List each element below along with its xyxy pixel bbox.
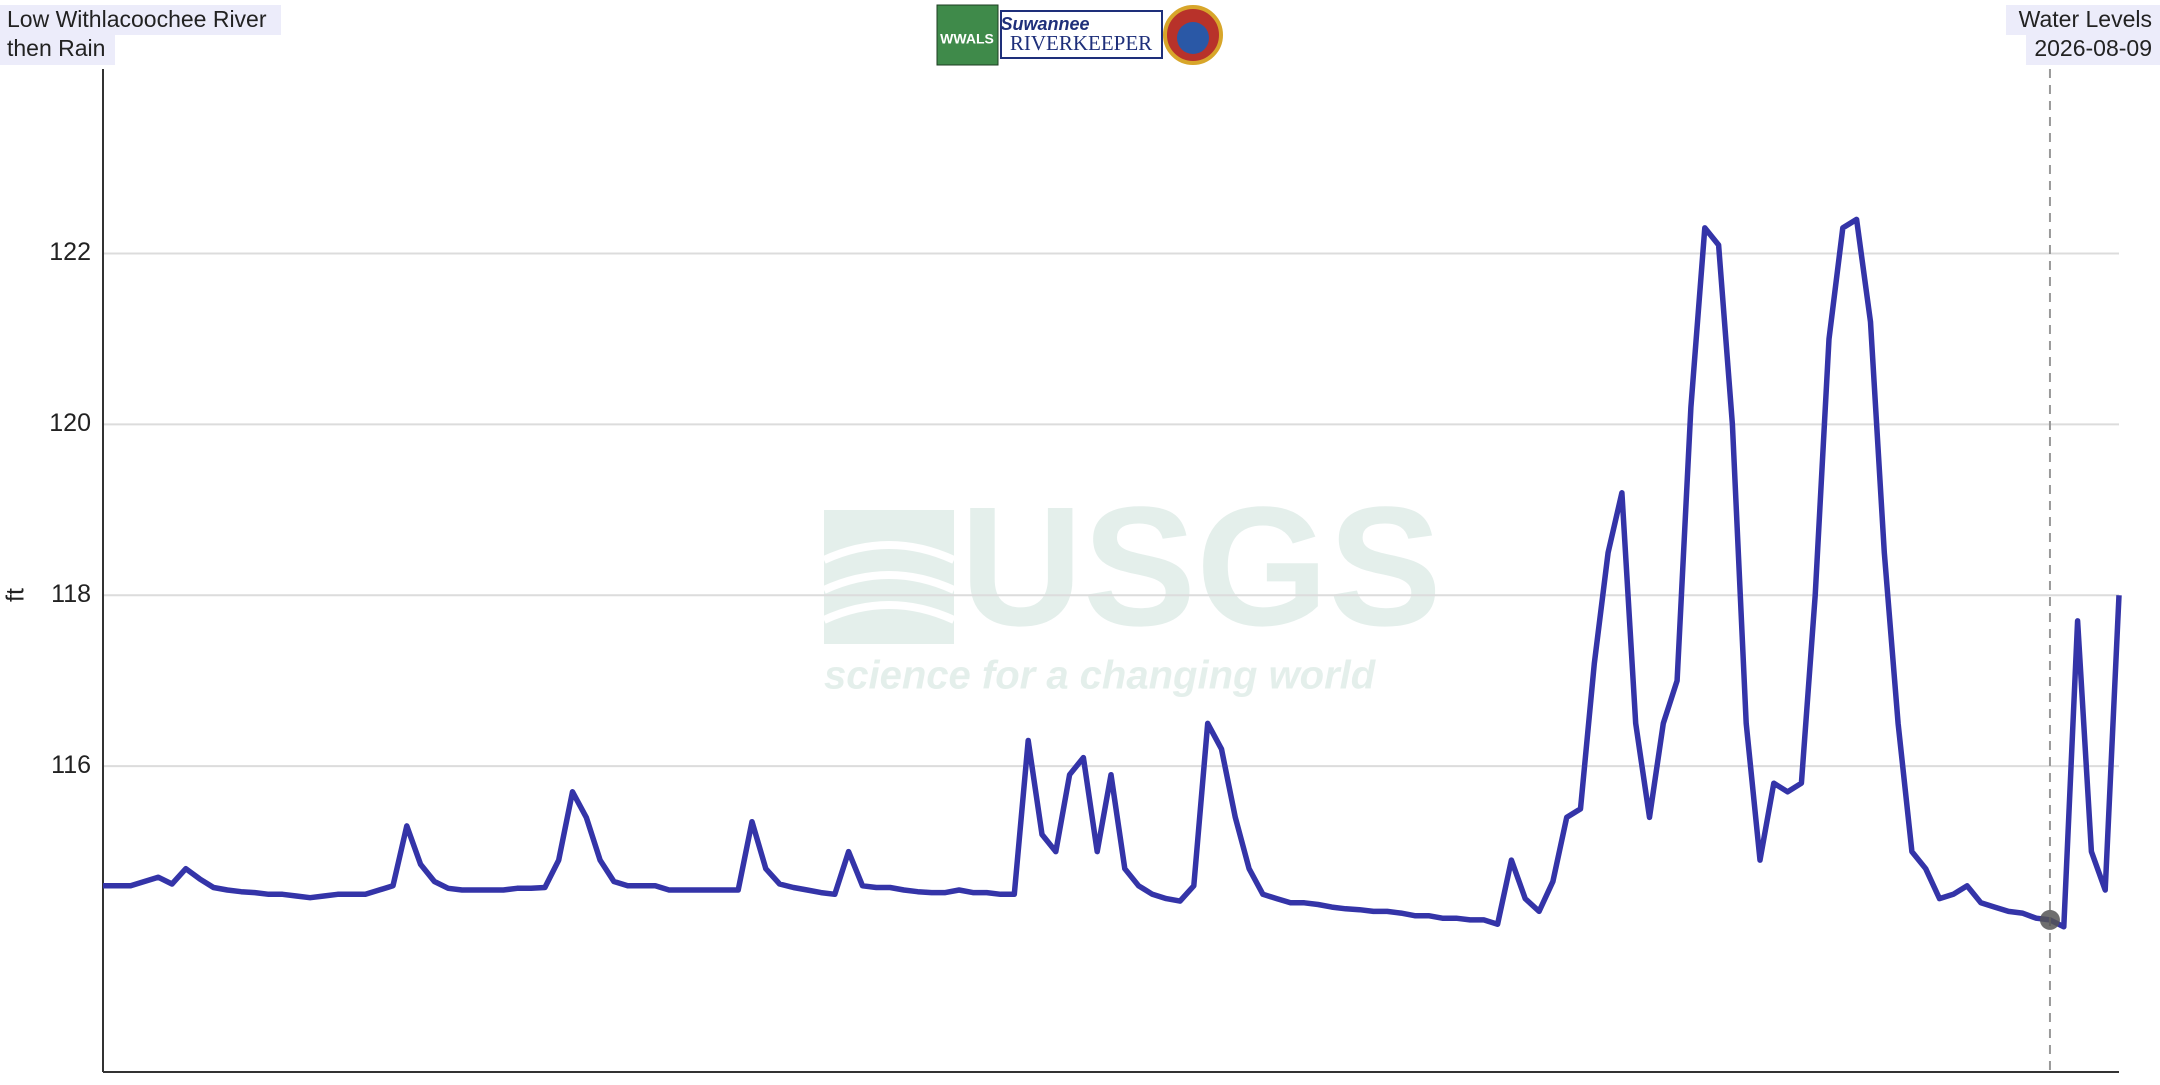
- y-tick-label: 120: [49, 409, 91, 437]
- riverkeeper-text: RIVERKEEPER: [1010, 31, 1152, 55]
- title-left: then Rain: [7, 35, 105, 61]
- watermark: USGS science for a changing world: [822, 472, 1442, 698]
- watermark-waves: [822, 541, 956, 624]
- logos: WWALS Suwannee RIVERKEEPER: [936, 4, 1223, 66]
- watermark-text: USGS: [960, 472, 1442, 662]
- title-box: [0, 5, 281, 35]
- y-tick-label: 118: [51, 580, 91, 608]
- watermark-tagline: science for a changing world: [824, 654, 1377, 698]
- water-level-line: [103, 216, 2122, 930]
- current-level-marker: [2039, 909, 2060, 930]
- y-axis-label: ft: [2, 588, 30, 602]
- riverkeeper-text: Suwannee: [1000, 14, 1089, 34]
- title-right: Water Levels: [2019, 6, 2152, 32]
- title-box: [2026, 35, 2160, 65]
- title-right: 2026-08-09: [2034, 35, 2152, 61]
- wwals-text: WWALS: [940, 31, 994, 47]
- y-tick-label: 122: [49, 238, 91, 266]
- title-left: Low Withlacoochee River: [7, 6, 267, 32]
- title-box: [0, 35, 115, 65]
- seal-logo-center: [1177, 22, 1209, 54]
- y-tick-label: 116: [51, 751, 91, 779]
- wwals-logo: [936, 4, 999, 66]
- title-box: [2006, 5, 2160, 35]
- riverkeeper-logo: [1000, 10, 1163, 59]
